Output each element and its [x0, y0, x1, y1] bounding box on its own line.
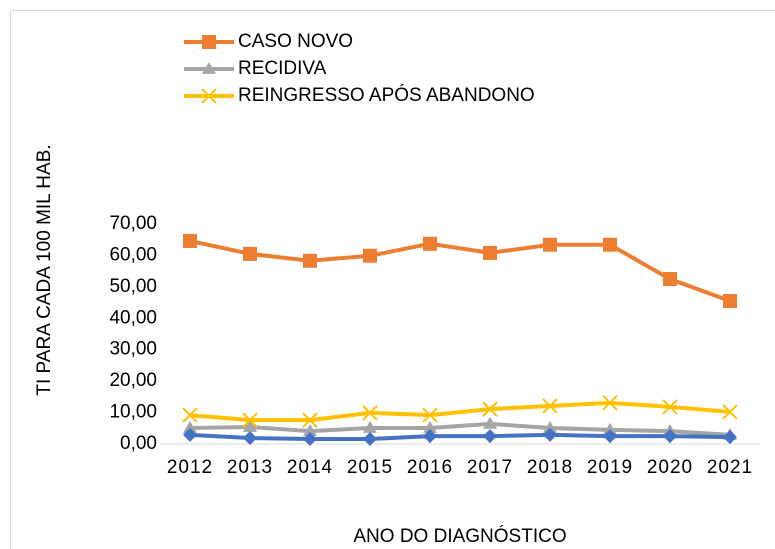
x-tick-label: 2012: [167, 457, 213, 478]
x-axis-label: ANO DO DIAGNÓSTICO: [353, 525, 566, 547]
x-tick-label: 2015: [347, 457, 393, 478]
legend-label: CASO NOVO: [238, 31, 353, 52]
marker: [242, 412, 258, 428]
legend-marker: [202, 62, 216, 74]
marker: [423, 429, 437, 444]
marker: [363, 431, 377, 446]
x-tick-label: 2017: [467, 457, 513, 478]
series-line: [189, 421, 731, 437]
y-tick-label: 40,00: [109, 307, 157, 328]
marker: [183, 233, 197, 248]
x-tick-label: 2016: [407, 457, 453, 478]
x-tick-label: 2018: [527, 457, 573, 478]
y-tick-label: 0,00: [120, 433, 157, 454]
marker: [422, 407, 438, 423]
marker: [663, 272, 677, 286]
marker: [663, 429, 677, 444]
marker: [483, 429, 497, 444]
y-tick-label: 70,00: [109, 213, 157, 234]
chart-frame: [10, 10, 775, 549]
marker: [723, 430, 737, 445]
x-tick-label: 2020: [647, 457, 693, 478]
legend-marker: [201, 88, 217, 104]
marker: [662, 399, 678, 415]
series-line: [189, 400, 731, 423]
x-tick-label: 2021: [707, 457, 753, 478]
marker: [243, 431, 257, 446]
marker: [423, 236, 437, 251]
y-tick-label: 60,00: [109, 244, 157, 265]
marker: [362, 405, 378, 421]
marker: [543, 427, 557, 442]
marker: [303, 431, 317, 446]
marker: [722, 404, 738, 420]
x-tick-label: 2013: [227, 457, 273, 478]
x-tick-label: 2019: [587, 457, 633, 478]
y-tick-label: 50,00: [109, 276, 157, 297]
marker: [483, 245, 497, 260]
legend-marker: [202, 35, 216, 49]
marker: [603, 422, 617, 435]
marker: [182, 407, 198, 423]
marker: [483, 416, 497, 429]
marker: [363, 420, 377, 433]
series-line: [189, 432, 731, 441]
marker: [183, 427, 197, 442]
y-axis-label: TI PARA CADA 100 MIL HAB.: [34, 144, 55, 395]
y-tick-label: 30,00: [109, 339, 157, 360]
marker: [363, 248, 377, 263]
x-tick-label: 2014: [287, 457, 333, 478]
y-tick-label: 20,00: [109, 370, 157, 391]
marker: [543, 420, 557, 433]
marker: [303, 253, 317, 268]
y-tick-label: 10,00: [109, 402, 157, 423]
marker: [183, 420, 197, 433]
marker: [482, 401, 498, 417]
marker: [302, 412, 318, 428]
marker: [543, 237, 557, 252]
marker: [303, 424, 317, 437]
marker: [603, 237, 617, 252]
marker: [603, 429, 617, 444]
marker: [423, 420, 437, 433]
marker: [723, 294, 737, 308]
marker: [602, 395, 618, 411]
series-line: [189, 239, 731, 303]
marker: [243, 420, 257, 432]
marker: [243, 246, 257, 261]
legend-label: REINGRESSO APÓS ABANDONO: [238, 84, 535, 106]
legend-label: RECIDIVA: [238, 58, 327, 79]
marker: [542, 398, 558, 414]
